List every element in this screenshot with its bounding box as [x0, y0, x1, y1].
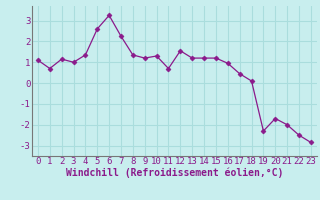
X-axis label: Windchill (Refroidissement éolien,°C): Windchill (Refroidissement éolien,°C) — [66, 167, 283, 178]
